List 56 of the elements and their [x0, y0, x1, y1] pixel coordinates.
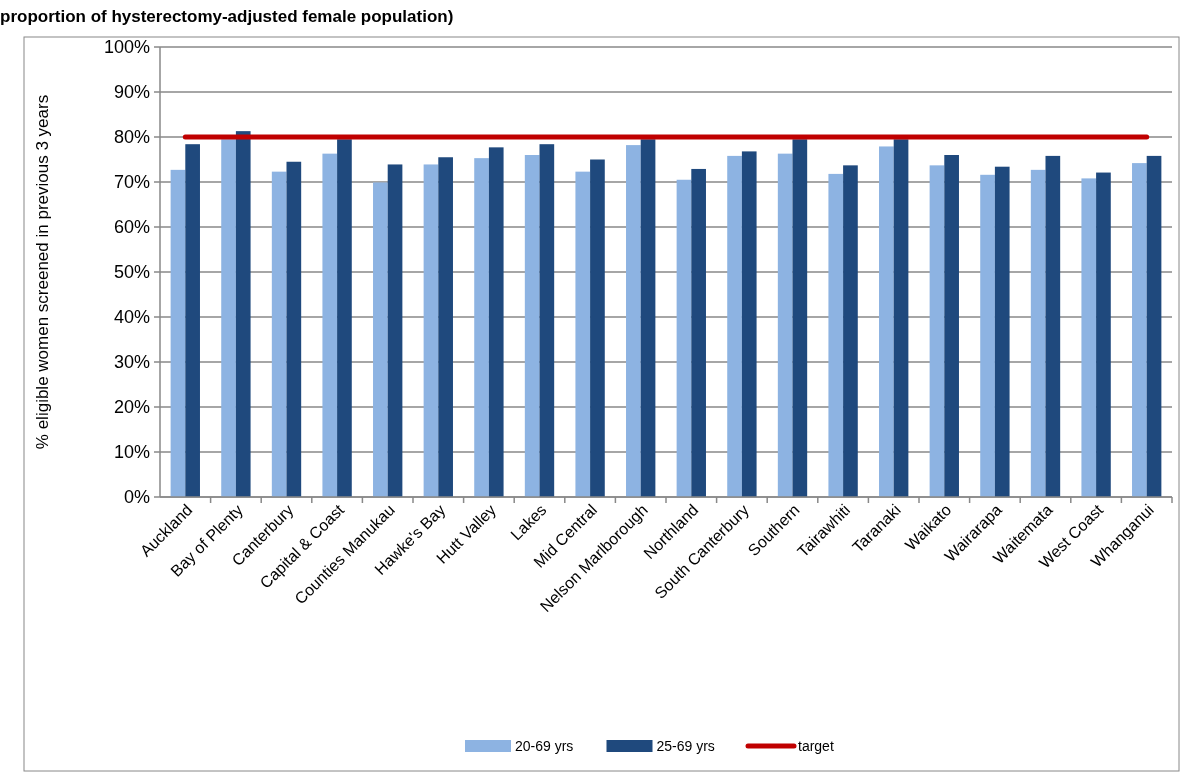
bar — [777, 153, 793, 497]
bar — [1030, 169, 1046, 497]
bar — [1146, 155, 1162, 497]
bar — [741, 151, 757, 497]
bar — [373, 182, 388, 497]
bar — [994, 166, 1010, 497]
y-tick-label: 80% — [113, 127, 150, 148]
bar — [474, 158, 489, 497]
y-tick-label: 70% — [113, 172, 150, 193]
bar — [640, 139, 656, 497]
bar — [828, 173, 844, 497]
bar — [929, 165, 945, 497]
legend-label: 20-69 yrs — [515, 737, 574, 754]
y-tick-label: 40% — [113, 307, 150, 328]
bar — [423, 164, 439, 497]
bar — [893, 139, 909, 497]
bar — [1132, 163, 1147, 497]
bar — [980, 174, 995, 497]
bar — [626, 145, 641, 497]
bar — [539, 144, 555, 497]
bar — [1096, 172, 1111, 497]
bar — [944, 155, 959, 497]
y-axis-title: % eligible women screened in previous 3 years — [33, 94, 52, 450]
bar — [322, 153, 338, 497]
bar — [691, 168, 706, 497]
bar — [727, 155, 742, 497]
y-tick-label: 60% — [113, 217, 150, 238]
bar — [590, 159, 605, 497]
bar — [843, 165, 858, 497]
bar — [1045, 155, 1061, 497]
y-tick-label: 90% — [113, 82, 150, 103]
bar — [488, 147, 504, 497]
bar — [524, 155, 540, 497]
y-tick-label: 50% — [113, 262, 150, 283]
bar — [170, 169, 186, 497]
bar — [879, 146, 894, 497]
bar — [337, 139, 352, 497]
bar — [387, 164, 403, 497]
bar — [438, 157, 453, 497]
bar — [1081, 178, 1097, 497]
y-tick-label: 100% — [103, 37, 150, 58]
bar — [792, 139, 808, 497]
bar — [286, 161, 302, 497]
y-tick-label: 20% — [113, 397, 150, 418]
bar — [185, 144, 200, 497]
y-tick-label: 30% — [113, 352, 150, 373]
bar — [221, 139, 236, 497]
legend-label: target — [798, 737, 834, 754]
y-tick-label: 0% — [123, 487, 150, 508]
bar — [575, 171, 591, 497]
y-tick-label: 10% — [113, 442, 150, 463]
legend-label: 25-69 yrs — [656, 737, 715, 754]
bar — [235, 131, 251, 497]
bar — [271, 171, 287, 497]
chart-title: proportion of hysterectomy-adjusted female population) — [0, 7, 454, 26]
bar — [676, 179, 692, 497]
